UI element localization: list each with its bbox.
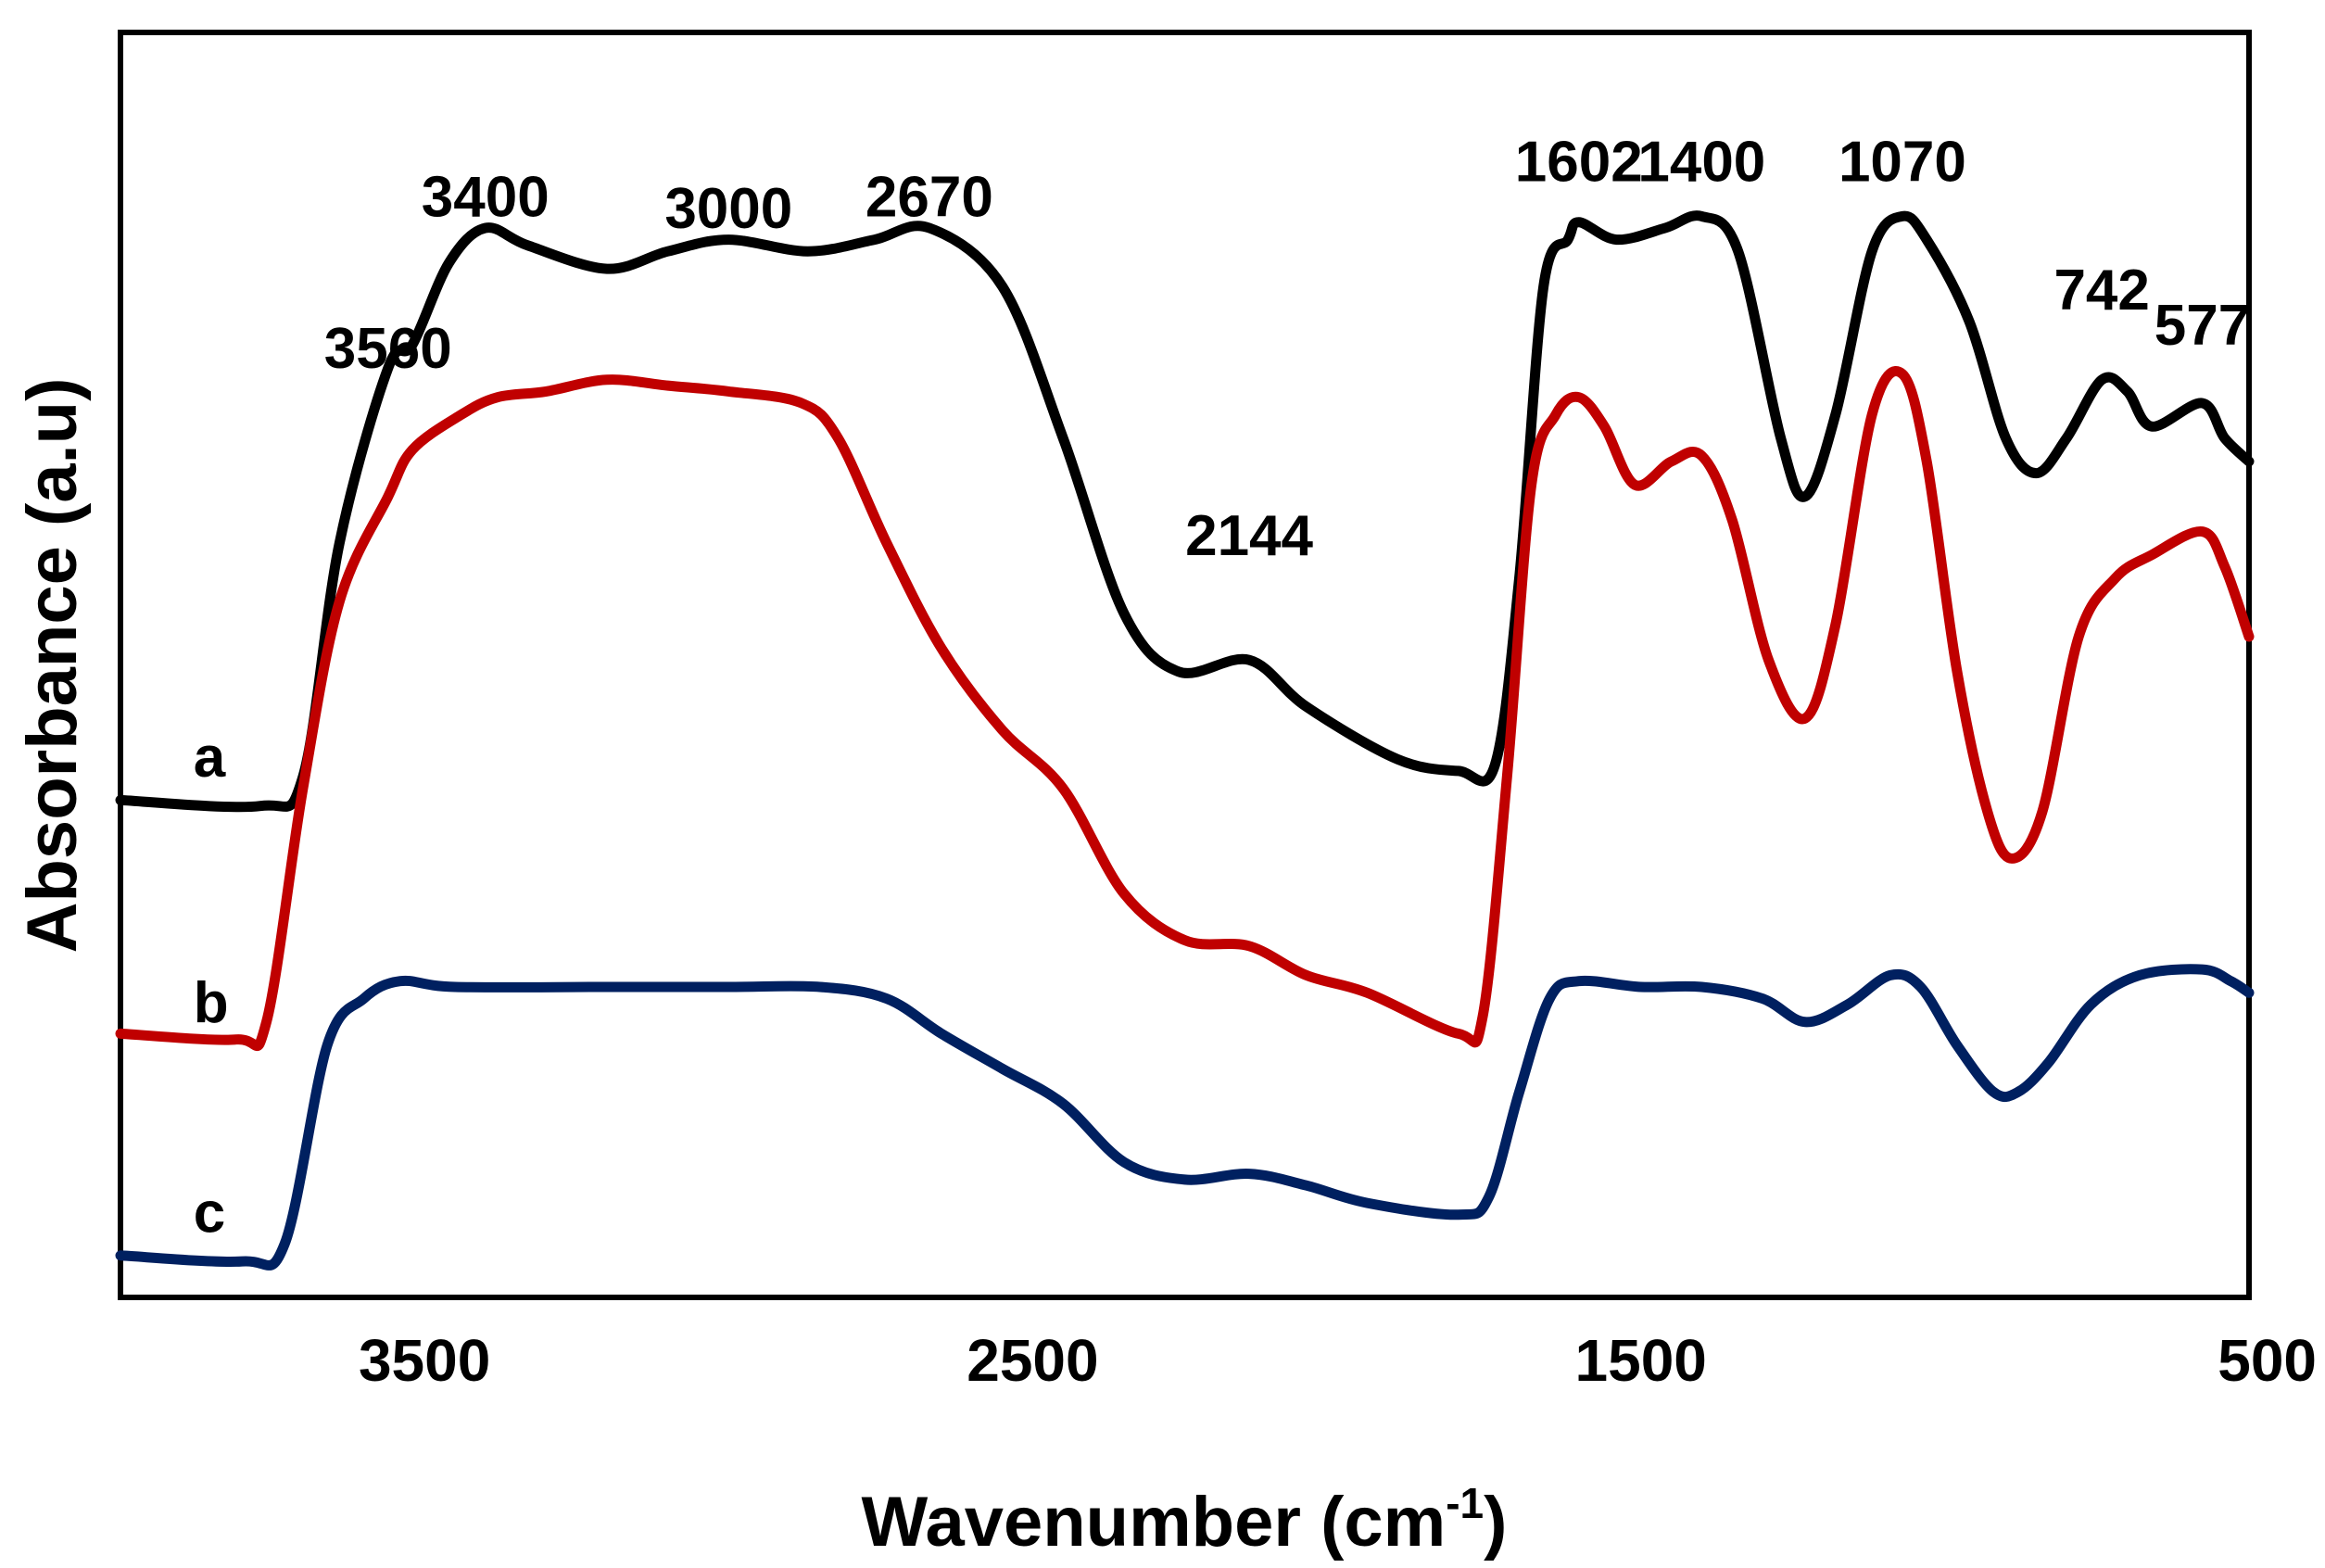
peak-label-3400: 3400 [422,165,550,229]
peak-label-3000: 3000 [664,177,792,241]
x-tick-label-2500: 2500 [967,1327,1098,1394]
series-line-b [115,366,2255,1052]
x-axis-title-close: ) [1484,1483,1507,1562]
series-labels: a b c [194,726,229,1245]
series-label-c: c [194,1182,225,1246]
x-axis-title-superscript: -1 [1446,1479,1484,1527]
series-line-c [115,964,2255,1271]
y-axis-title: Absorbance (a.u) [13,378,92,954]
peak-label-742: 742 [2053,259,2149,322]
series-label-a: a [194,726,226,790]
peak-label-3560: 3560 [324,317,452,381]
peak-label-1602: 1602 [1515,131,1643,195]
peak-label-2144: 2144 [1185,504,1313,568]
series-line-a [115,210,2255,813]
x-axis-ticks: 3500 2500 1500 500 [359,1327,2317,1394]
series-label-b: b [194,971,229,1035]
peak-label-577: 577 [2154,294,2250,358]
plot-frame [118,30,2252,1300]
x-tick-label-500: 500 [2218,1327,2317,1394]
x-axis-title: Wavenumber (cm-1) [862,1479,1508,1562]
x-tick-label-1500: 1500 [1575,1327,1707,1394]
peak-label-2670: 2670 [866,165,993,229]
peak-label-1400: 1400 [1637,131,1765,195]
peak-label-1070: 1070 [1839,131,1966,195]
series-layer [115,210,2255,1271]
x-tick-label-3500: 3500 [359,1327,490,1394]
x-axis-title-text: Wavenumber (cm [862,1483,1447,1562]
